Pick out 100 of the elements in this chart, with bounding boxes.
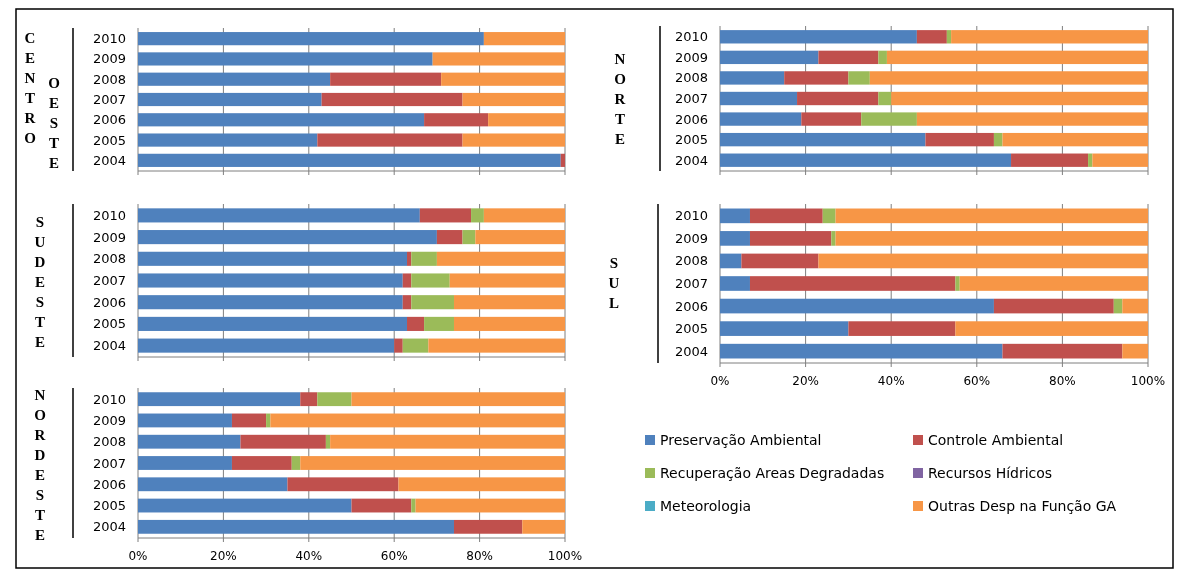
bar — [720, 253, 742, 269]
bar — [462, 230, 476, 245]
y-tick-label: 2008 — [92, 71, 126, 87]
y-tick-label: 2005 — [92, 316, 126, 332]
bar — [231, 413, 267, 428]
bar — [916, 30, 947, 44]
x-tick-label: 100% — [547, 549, 583, 563]
bar — [741, 253, 819, 269]
x-tick-label: 100% — [1130, 374, 1166, 388]
y-tick-label: 2010 — [92, 31, 126, 47]
y-tick-label: 2004 — [674, 343, 708, 359]
bar — [720, 231, 750, 246]
bar — [835, 231, 1148, 246]
bar — [428, 338, 565, 353]
y-tick-label: 2009 — [92, 51, 126, 67]
y-tick-label: 2005 — [674, 132, 708, 148]
y-tick-label: 2010 — [674, 29, 708, 45]
bar — [878, 50, 887, 65]
bar — [488, 113, 565, 127]
bar — [955, 276, 960, 291]
bar — [449, 273, 565, 288]
bar — [411, 295, 454, 310]
y-tick-label: 2005 — [674, 321, 708, 337]
bar — [848, 321, 956, 336]
legend-label: Controle Ambiental — [928, 431, 1064, 448]
bar — [138, 498, 352, 513]
bar — [317, 133, 463, 147]
bar — [483, 32, 565, 46]
bar — [818, 50, 879, 65]
bar — [436, 251, 565, 266]
bar — [453, 316, 565, 331]
bar — [720, 50, 819, 65]
bar — [138, 208, 420, 223]
bar — [453, 295, 565, 310]
y-tick-label: 2005 — [92, 132, 126, 148]
y-tick-label: 2006 — [674, 298, 708, 314]
bar — [959, 276, 1148, 291]
y-tick-label: 2009 — [92, 413, 126, 428]
bar — [138, 72, 331, 86]
bar — [321, 92, 463, 107]
y-tick-label: 2009 — [92, 229, 126, 245]
x-tick-label: 60% — [380, 549, 408, 563]
y-tick-label: 2008 — [674, 70, 708, 86]
x-tick-label: 80% — [1049, 374, 1076, 388]
y-tick-label: 2007 — [674, 91, 708, 107]
x-tick-label: 80% — [466, 549, 493, 563]
bar — [946, 30, 952, 44]
bar — [402, 273, 412, 288]
bar — [835, 208, 1148, 224]
bar — [138, 338, 395, 353]
bar — [138, 52, 433, 66]
bar — [848, 71, 870, 85]
legend-label: Preservação Ambiental — [660, 431, 822, 448]
bar — [330, 434, 565, 449]
bar — [1092, 153, 1148, 167]
bar — [749, 208, 823, 224]
bar — [1002, 343, 1123, 359]
bar — [138, 273, 403, 288]
bar — [861, 112, 917, 126]
bar — [925, 132, 994, 147]
bar — [411, 273, 450, 288]
bar — [720, 132, 926, 147]
bar — [138, 456, 232, 470]
bar — [471, 208, 484, 223]
bar — [407, 316, 425, 331]
bar — [394, 338, 403, 353]
bar — [287, 477, 399, 492]
bar — [138, 92, 322, 107]
bar — [462, 133, 565, 147]
bar — [402, 338, 429, 353]
bar — [424, 113, 489, 127]
bar — [441, 72, 565, 86]
bar — [300, 456, 565, 470]
bar — [398, 477, 565, 492]
y-tick-label: 2010 — [92, 391, 126, 407]
bar — [720, 321, 849, 336]
bar — [138, 133, 318, 147]
y-tick-label: 2008 — [92, 251, 126, 267]
y-tick-label: 2004 — [92, 338, 126, 354]
bar — [720, 112, 802, 126]
bar — [749, 276, 956, 291]
bar — [749, 231, 832, 246]
bar — [720, 30, 917, 44]
bar — [415, 498, 565, 513]
y-tick-label: 2007 — [92, 273, 126, 289]
y-tick-label: 2008 — [674, 253, 708, 269]
x-tick-label: 60% — [963, 374, 991, 388]
bar — [424, 316, 454, 331]
bar — [784, 71, 849, 85]
legend-label: Recursos Hídricos — [928, 464, 1053, 481]
bar — [822, 208, 836, 224]
text: SUDESTE — [32, 214, 48, 354]
x-tick-label: 0% — [710, 374, 730, 388]
y-tick-label: 2009 — [674, 49, 708, 65]
x-tick-label: 40% — [877, 374, 905, 388]
x-tick-label: 20% — [210, 549, 237, 563]
y-tick-label: 2007 — [674, 276, 708, 292]
bar — [720, 153, 1012, 167]
bar — [955, 321, 1148, 336]
bar — [993, 132, 1003, 147]
